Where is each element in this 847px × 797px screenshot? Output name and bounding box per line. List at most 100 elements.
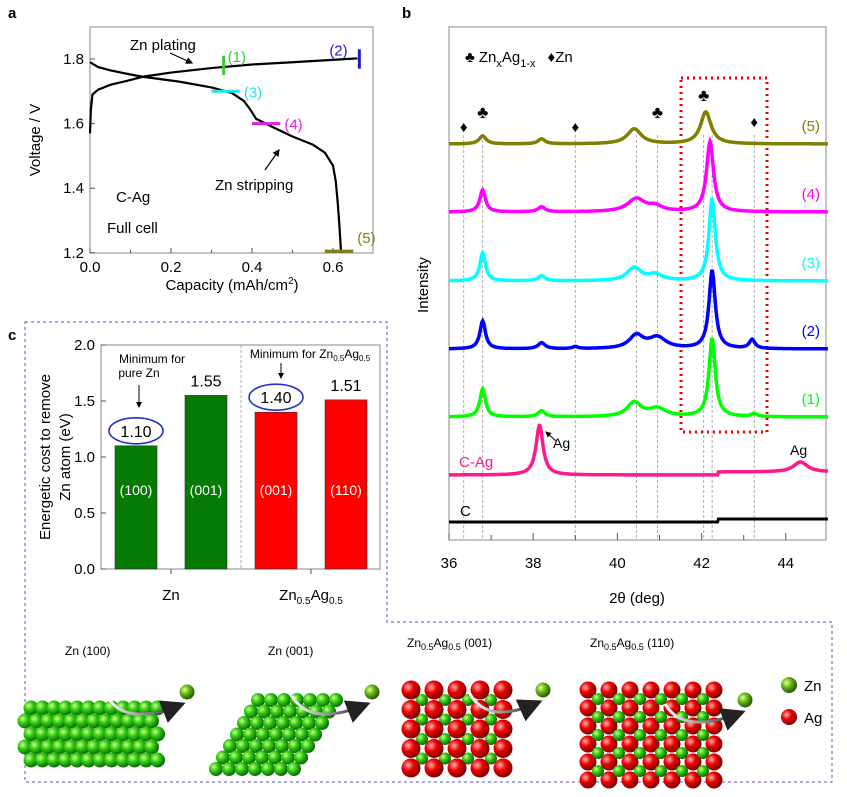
zn-atom: [52, 713, 67, 729]
series-label: C: [460, 503, 471, 520]
zn-atom: [216, 750, 230, 765]
highlight-box: [679, 76, 769, 434]
ag-atom: [600, 699, 618, 717]
xrd-curve: [449, 337, 828, 419]
zn-atom: [302, 716, 316, 730]
xrd-curve: [449, 517, 828, 524]
zn-atom: [23, 752, 39, 768]
phase-mark-zn-icon: ♦: [750, 114, 758, 131]
phase-mark-alloy-icon: ♣: [698, 86, 709, 105]
state-marker-label: (5): [357, 230, 375, 247]
ag-atom: [663, 735, 681, 753]
x-tick-label: 44: [777, 555, 794, 572]
panel-label-b: b: [402, 5, 411, 22]
zn-atom: [98, 713, 113, 729]
ag-atom: [447, 680, 467, 700]
group-label-alloy: Zn0.5Ag0.5: [279, 587, 343, 607]
zn-atom: [230, 727, 244, 742]
zn-atom: [275, 739, 289, 753]
ag-atom: [447, 739, 467, 758]
zn-atom: [592, 693, 604, 705]
zn-atom: [104, 726, 119, 742]
zn-atom: [295, 727, 309, 742]
bar-facet-label: (001): [190, 482, 223, 498]
zn-atom: [697, 711, 709, 723]
zn-atom: [439, 713, 451, 726]
zn-atom: [262, 739, 276, 753]
zn-atom: [86, 739, 102, 755]
zn-atom: [52, 739, 67, 755]
highlight-circle: [108, 416, 164, 445]
zn-atom: [46, 752, 62, 768]
legend-ag-atom-icon: [781, 709, 797, 725]
annotation-full-cell: Full cell: [107, 220, 158, 237]
annotation-zn-plating: Zn plating: [130, 37, 196, 54]
ag-atom: [579, 699, 597, 717]
y-tick-label: 2.0: [74, 337, 95, 354]
ag-atom: [424, 700, 444, 719]
zn-atom: [462, 752, 474, 765]
zn-atom: [316, 693, 330, 707]
zn-atom: [17, 739, 33, 755]
series-label: C-Ag: [459, 454, 493, 471]
zn-atom: [58, 752, 73, 768]
legend-zn-label: Zn: [804, 678, 822, 695]
state-marker-label: (1): [228, 49, 246, 66]
zn-atom: [229, 750, 243, 765]
ag-atom: [621, 753, 639, 771]
ag-atom: [642, 753, 660, 771]
zn-atom: [242, 750, 256, 765]
zn-atom: [69, 726, 85, 742]
panel-c-frame: [24, 321, 833, 783]
ag-atom: [401, 680, 421, 700]
zn-atom: [676, 747, 688, 759]
panel-label-a: a: [8, 5, 17, 22]
ag-atom: [470, 700, 490, 719]
zn-atom: [303, 693, 317, 707]
annotation-cell: C-Ag: [116, 189, 150, 206]
y-tick-label: 0.0: [74, 561, 95, 578]
ag-atom: [579, 681, 597, 699]
zn-atom: [223, 739, 237, 753]
annotation-zn-stripping: Zn stripping: [215, 177, 293, 194]
zn-atom: [613, 747, 625, 759]
y-tick-label: 1.6: [63, 116, 84, 133]
ag-atom: [579, 771, 597, 789]
ag-atom: [493, 719, 513, 739]
ag-atom: [642, 699, 660, 717]
xrd-curve: [449, 423, 828, 477]
ag-atom: [621, 717, 639, 735]
zn-atom: [613, 711, 625, 723]
highlight-circle: [248, 383, 304, 412]
zn-atom: [634, 729, 646, 741]
zn-atom: [235, 762, 249, 776]
zn-atom: [244, 704, 258, 719]
stripping-curve: [89, 61, 343, 253]
peak-label: Ag: [553, 435, 570, 451]
legend-zn-atom-icon: [781, 677, 797, 693]
zn-atom: [485, 733, 497, 745]
structure-title: Zn (001): [268, 644, 313, 658]
series-label: (1): [802, 391, 820, 408]
ag-atom: [470, 758, 490, 778]
zn-atom: [274, 762, 288, 776]
zn-atom: [35, 752, 50, 768]
zn-atom: [58, 726, 73, 742]
zn-atom: [634, 765, 646, 777]
zn-atom: [40, 713, 56, 729]
zn-atom: [613, 693, 625, 705]
ag-atom: [424, 739, 444, 758]
zn-atom: [75, 713, 90, 729]
zn-atom: [676, 765, 688, 777]
x-tick-label: 0.2: [161, 259, 182, 276]
removed-zn-atom: [364, 684, 380, 700]
ag-atom: [470, 739, 490, 758]
ag-atom: [579, 753, 597, 771]
y-tick-label: 1.8: [63, 51, 84, 68]
zn-atom: [592, 729, 604, 741]
zn-atom: [86, 713, 102, 729]
x-tick-label: 0.6: [323, 259, 344, 276]
state-marker-label: (3): [244, 84, 262, 101]
ag-atom: [684, 699, 702, 717]
zn-atom: [58, 700, 73, 716]
